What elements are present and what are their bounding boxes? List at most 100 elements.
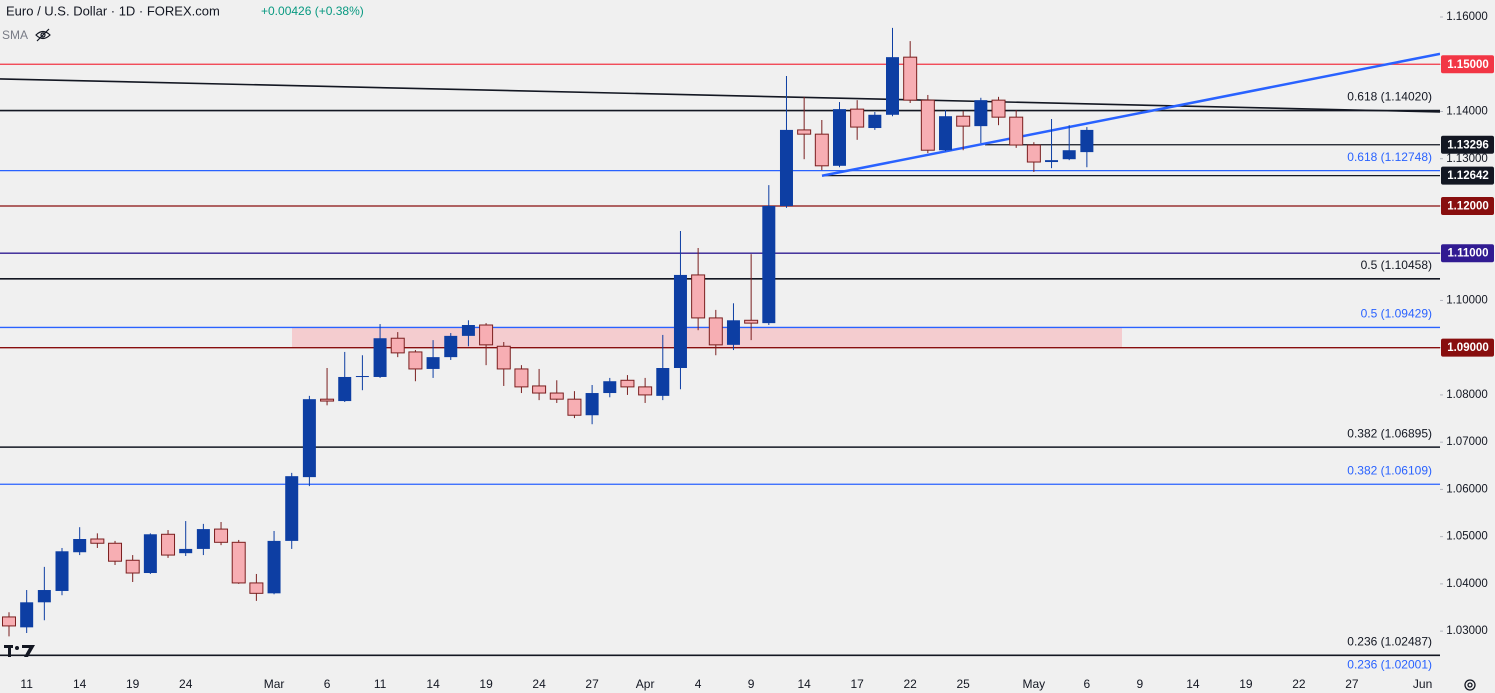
price-tag [1441,244,1494,263]
x-tick-label: 17 [850,677,864,691]
x-tick-label: 24 [532,677,546,691]
price-tag [1441,135,1494,154]
candle-body [1045,160,1059,163]
candle-body [496,345,511,370]
x-tick-label: 14 [426,677,440,691]
y-tick-label: 1.16000 [1446,11,1488,23]
x-tick-label: 25 [957,677,971,691]
candle-body [302,399,316,478]
candle-body [850,108,865,128]
candle-body [691,274,706,319]
candle-body [797,129,812,135]
candle-body [514,368,529,388]
candle-body [355,376,369,378]
candle-body [868,114,882,129]
tradingview-logo[interactable] [4,645,35,657]
candle-body [249,582,264,594]
candle-body [920,99,935,151]
x-tick-label: 27 [585,677,599,691]
candle-body [408,351,423,370]
x-tick-label: 11 [374,677,387,691]
x-tick-label: 22 [1292,677,1306,691]
level-label: 0.236 (1.02001) [1347,657,1432,671]
candle-body [320,398,335,402]
x-tick-label: May [1023,677,1046,691]
price-tag-label: 1.09000 [1447,342,1489,354]
y-tick-label: 1.14000 [1446,106,1488,118]
legend-header: Euro / U.S. Dollar · 1D · FOREX.com +0.0… [2,3,364,42]
x-tick-label: 27 [1345,677,1359,691]
price-tag [1441,338,1494,357]
trend-line [821,52,1440,177]
candle-body [726,320,740,345]
price-tag-label: 1.12000 [1447,200,1489,212]
price-tag-label: 1.15000 [1447,59,1489,71]
candle-body [567,398,582,416]
x-tick-label: 9 [1137,677,1144,691]
level-label: 0.5 (1.09429) [1361,307,1432,321]
price-tag-label: 1.11000 [1448,248,1489,260]
x-tick-label: 4 [695,677,702,691]
price-tag [1441,166,1494,185]
candle-body [426,357,440,369]
y-tick-label: 1.06000 [1446,483,1488,495]
candle-body [779,129,793,206]
candle-body [143,534,157,574]
price-tag [1441,196,1494,215]
y-tick-label: 1.05000 [1446,531,1488,543]
candle-body [90,538,105,544]
x-tick-label: 6 [324,677,331,691]
level-label: 0.236 (1.02487) [1347,635,1432,649]
candle-body [549,392,564,400]
candle-body [461,325,475,336]
candle-body [108,542,123,562]
candle-body [338,376,352,402]
candle-body [814,133,829,167]
candle-body [231,541,246,584]
x-tick-label: 22 [903,677,917,691]
price-axis: 1.16000 1.15000 1.14000 1.13000 1.12000 1.110… [1440,0,1495,693]
y-tick-label: 1.10000 [1446,294,1488,306]
candle-body [956,115,971,127]
candle-body [620,379,635,388]
x-tick-label: Mar [264,677,285,691]
candle-body [585,393,599,416]
candle-body [179,548,193,554]
candle-body [1009,116,1024,146]
price-change: +0.00426 (+0.38%) [261,4,364,18]
price-tag-label: 1.12642 [1447,170,1489,182]
y-tick-label: 1.07000 [1446,436,1488,448]
candle-body [638,386,653,396]
support-zone [292,327,1122,348]
level-label: 0.618 (1.14020) [1347,90,1432,104]
candle-body [532,385,547,394]
candle-body [1062,150,1076,160]
candle-body [161,533,176,556]
candle-body [479,324,494,346]
x-tick-label: 11 [20,677,33,691]
candle-body [903,56,918,101]
candle-body [444,335,458,358]
candle-body [390,337,405,354]
candle-body [37,590,51,603]
indicator-name[interactable]: SMA [2,28,28,42]
candle-body [20,602,34,628]
candle-body [1026,144,1041,163]
candle-body [708,317,723,346]
candle-body [744,319,759,324]
settings-icon[interactable] [1464,679,1476,691]
candle-body [656,367,670,396]
price-tag [1441,55,1494,74]
level-label: 0.5 (1.10458) [1361,258,1432,272]
visibility-icon[interactable] [35,28,51,42]
x-tick-label: Apr [636,677,655,691]
y-tick-label: 1.03000 [1446,625,1488,637]
candle-body [991,99,1006,118]
plot-area: 0.618 (1.14020) 0.618 (1.12748) 0.5 (1.104… [0,27,1440,671]
x-tick-label: 14 [1186,677,1200,691]
x-tick-label: Jun [1413,677,1432,691]
x-tick-label: 19 [479,677,493,691]
candle-body [125,559,140,574]
candle-body [285,476,299,541]
